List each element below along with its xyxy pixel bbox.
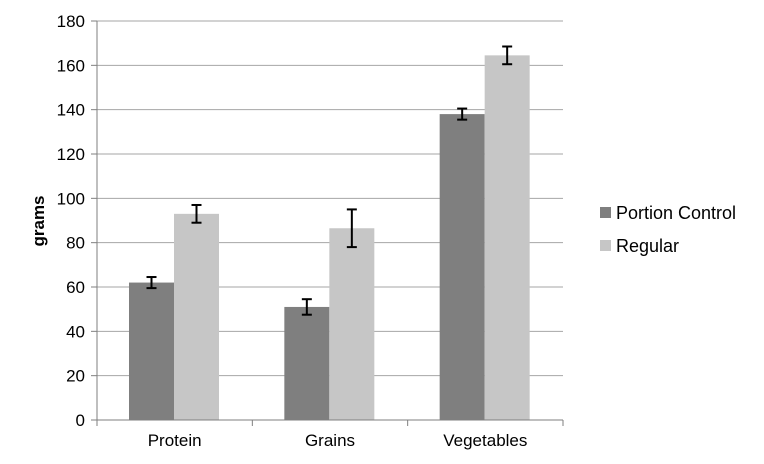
error-bars — [146, 45, 513, 316]
bars — [129, 55, 530, 420]
bar-regular — [484, 55, 530, 420]
legend-label: Regular — [616, 236, 679, 256]
y-tick-label: 120 — [57, 145, 85, 164]
legend-swatch — [600, 240, 611, 251]
y-tick-label: 80 — [66, 234, 85, 253]
bar-regular — [329, 228, 375, 420]
x-category-label: Grains — [305, 431, 355, 450]
bar-regular — [174, 213, 219, 420]
y-tick-label: 0 — [76, 411, 85, 430]
x-category-labels: Protein Grains Vegetables — [148, 431, 528, 450]
legend: Portion Control Regular — [600, 203, 736, 256]
y-tick-label: 20 — [66, 367, 85, 386]
y-tick-label: 180 — [57, 12, 85, 31]
bar-portion-control — [284, 306, 330, 420]
y-tick-label: 160 — [57, 56, 85, 75]
legend-swatch — [600, 207, 611, 218]
y-tick-labels: 0 20 40 60 80 100 120 140 160 180 — [57, 12, 85, 430]
bar-portion-control — [439, 114, 485, 420]
y-tick-label: 40 — [66, 322, 85, 341]
legend-label: Portion Control — [616, 203, 736, 223]
axes — [96, 21, 564, 426]
x-category-label: Protein — [148, 431, 202, 450]
y-tick-label: 140 — [57, 101, 85, 120]
y-axis-label: grams — [29, 195, 48, 246]
bar-portion-control — [129, 282, 174, 420]
x-category-label: Vegetables — [443, 431, 527, 450]
y-tick-label: 100 — [57, 189, 85, 208]
y-tick-label: 60 — [66, 278, 85, 297]
